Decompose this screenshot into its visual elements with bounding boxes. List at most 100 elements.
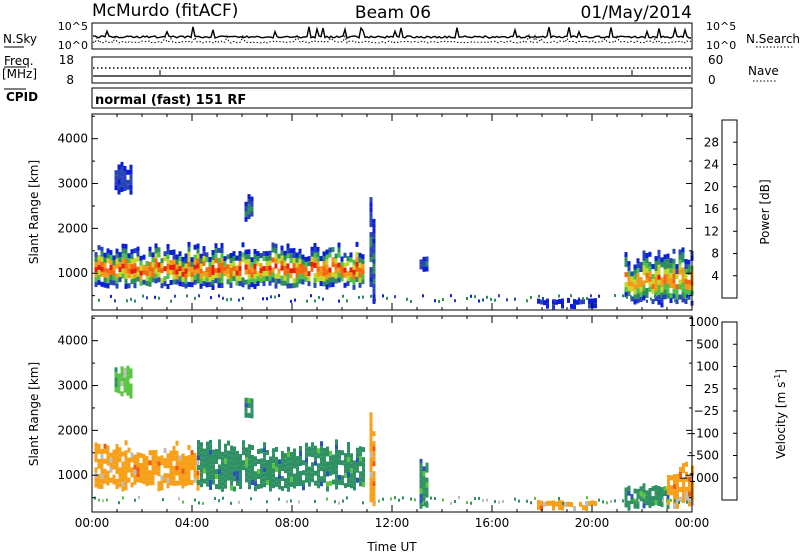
echo-cell xyxy=(130,279,134,285)
echo-cell xyxy=(239,469,242,474)
echo-cell xyxy=(251,480,254,485)
echo-cell xyxy=(263,467,266,473)
echo-cell xyxy=(666,288,670,294)
echo-cell xyxy=(301,259,305,265)
echo-cell xyxy=(211,275,215,280)
near-range-cell xyxy=(478,496,480,500)
echo-cell xyxy=(331,262,335,268)
echo-cell xyxy=(292,278,296,284)
echo-cell xyxy=(636,283,640,289)
echo-cell xyxy=(627,276,631,282)
echo-cell xyxy=(193,457,197,463)
echo-cell xyxy=(245,447,248,453)
echo-cell xyxy=(293,478,296,484)
near-range-cell xyxy=(338,299,340,303)
echo-cell xyxy=(372,223,376,229)
echo-cell xyxy=(118,457,122,463)
echo-cell xyxy=(311,462,314,468)
near-range-cell xyxy=(230,501,232,505)
x-tick-label: 08:00 xyxy=(275,516,310,530)
echo-cell xyxy=(292,268,296,274)
near-range-cell xyxy=(362,501,364,505)
echo-cell xyxy=(154,263,158,269)
echo-cell xyxy=(289,268,293,274)
near-range-cell xyxy=(654,294,656,298)
echo-cell xyxy=(178,276,182,282)
echo-cell xyxy=(166,478,170,484)
near-range-cell xyxy=(466,501,468,504)
near-range-cell xyxy=(662,499,664,502)
near-range-cell xyxy=(314,499,316,503)
near-range-cell xyxy=(686,294,688,298)
echo-cell xyxy=(356,467,359,473)
echo-cell xyxy=(293,463,296,469)
near-range-cell xyxy=(238,298,240,302)
echo-cell xyxy=(298,248,302,254)
echo-cell xyxy=(673,474,676,480)
near-range-cell xyxy=(242,296,244,300)
echo-cell xyxy=(241,282,245,288)
echo-cell xyxy=(290,456,293,462)
echo-cell xyxy=(123,372,127,378)
echo-cell xyxy=(313,247,317,253)
echo-cell xyxy=(247,254,251,260)
echo-cell xyxy=(247,279,251,285)
echo-cell xyxy=(218,444,221,450)
echo-cell xyxy=(678,249,682,255)
near-range-cell xyxy=(250,497,252,501)
x-tick-label: 20:00 xyxy=(575,516,610,530)
echo-cell xyxy=(296,471,299,477)
echo-cell xyxy=(197,445,200,451)
echo-cell xyxy=(281,486,284,491)
echo-cell xyxy=(332,459,335,465)
echo-cell xyxy=(172,279,176,285)
echo-cell xyxy=(588,501,591,506)
echo-cell xyxy=(130,269,134,275)
echo-cell xyxy=(221,481,224,487)
echo-cell xyxy=(293,448,296,454)
beam-title: Beam 06 xyxy=(355,3,431,23)
echo-cell xyxy=(193,264,197,270)
echo-cell xyxy=(251,455,254,460)
echo-cell xyxy=(203,453,206,459)
echo-cell xyxy=(178,261,182,267)
near-range-cell xyxy=(450,294,452,298)
echo-cell xyxy=(94,482,98,488)
echo-cell xyxy=(329,460,332,466)
echo-cell xyxy=(117,184,121,190)
echo-cell xyxy=(673,494,676,500)
echo-cell xyxy=(100,478,104,484)
echo-cell xyxy=(642,285,646,291)
echo-cell xyxy=(94,282,98,288)
echo-cell xyxy=(218,454,221,460)
echo-cell xyxy=(287,471,290,477)
echo-cell xyxy=(654,495,658,501)
echo-cell xyxy=(114,175,118,181)
echo-cell xyxy=(112,464,116,470)
echo-cell xyxy=(331,282,335,288)
echo-cell xyxy=(247,269,251,275)
echo-cell xyxy=(148,276,152,282)
near-range-cell xyxy=(582,297,584,301)
echo-cell xyxy=(624,257,628,263)
echo-cell xyxy=(172,465,176,471)
echo-cell xyxy=(425,266,429,272)
echo-cell xyxy=(184,253,188,259)
echo-cell xyxy=(328,282,332,288)
echo-cell xyxy=(200,477,203,483)
sky-right-tick-bottom: 10^0 xyxy=(706,39,736,52)
echo-cell xyxy=(206,466,209,472)
echo-cell xyxy=(232,271,236,277)
echo-cell xyxy=(331,247,335,253)
echo-cell xyxy=(319,276,323,282)
echo-cell xyxy=(202,251,206,257)
echo-cell xyxy=(244,259,248,265)
echo-cell xyxy=(214,248,218,254)
echo-cell xyxy=(663,279,667,285)
echo-cell xyxy=(326,486,329,492)
echo-cell xyxy=(362,462,365,468)
echo-cell xyxy=(145,261,149,266)
echo-cell xyxy=(657,259,661,265)
x-tick-label: 04:00 xyxy=(175,516,210,530)
echo-cell xyxy=(127,467,131,473)
